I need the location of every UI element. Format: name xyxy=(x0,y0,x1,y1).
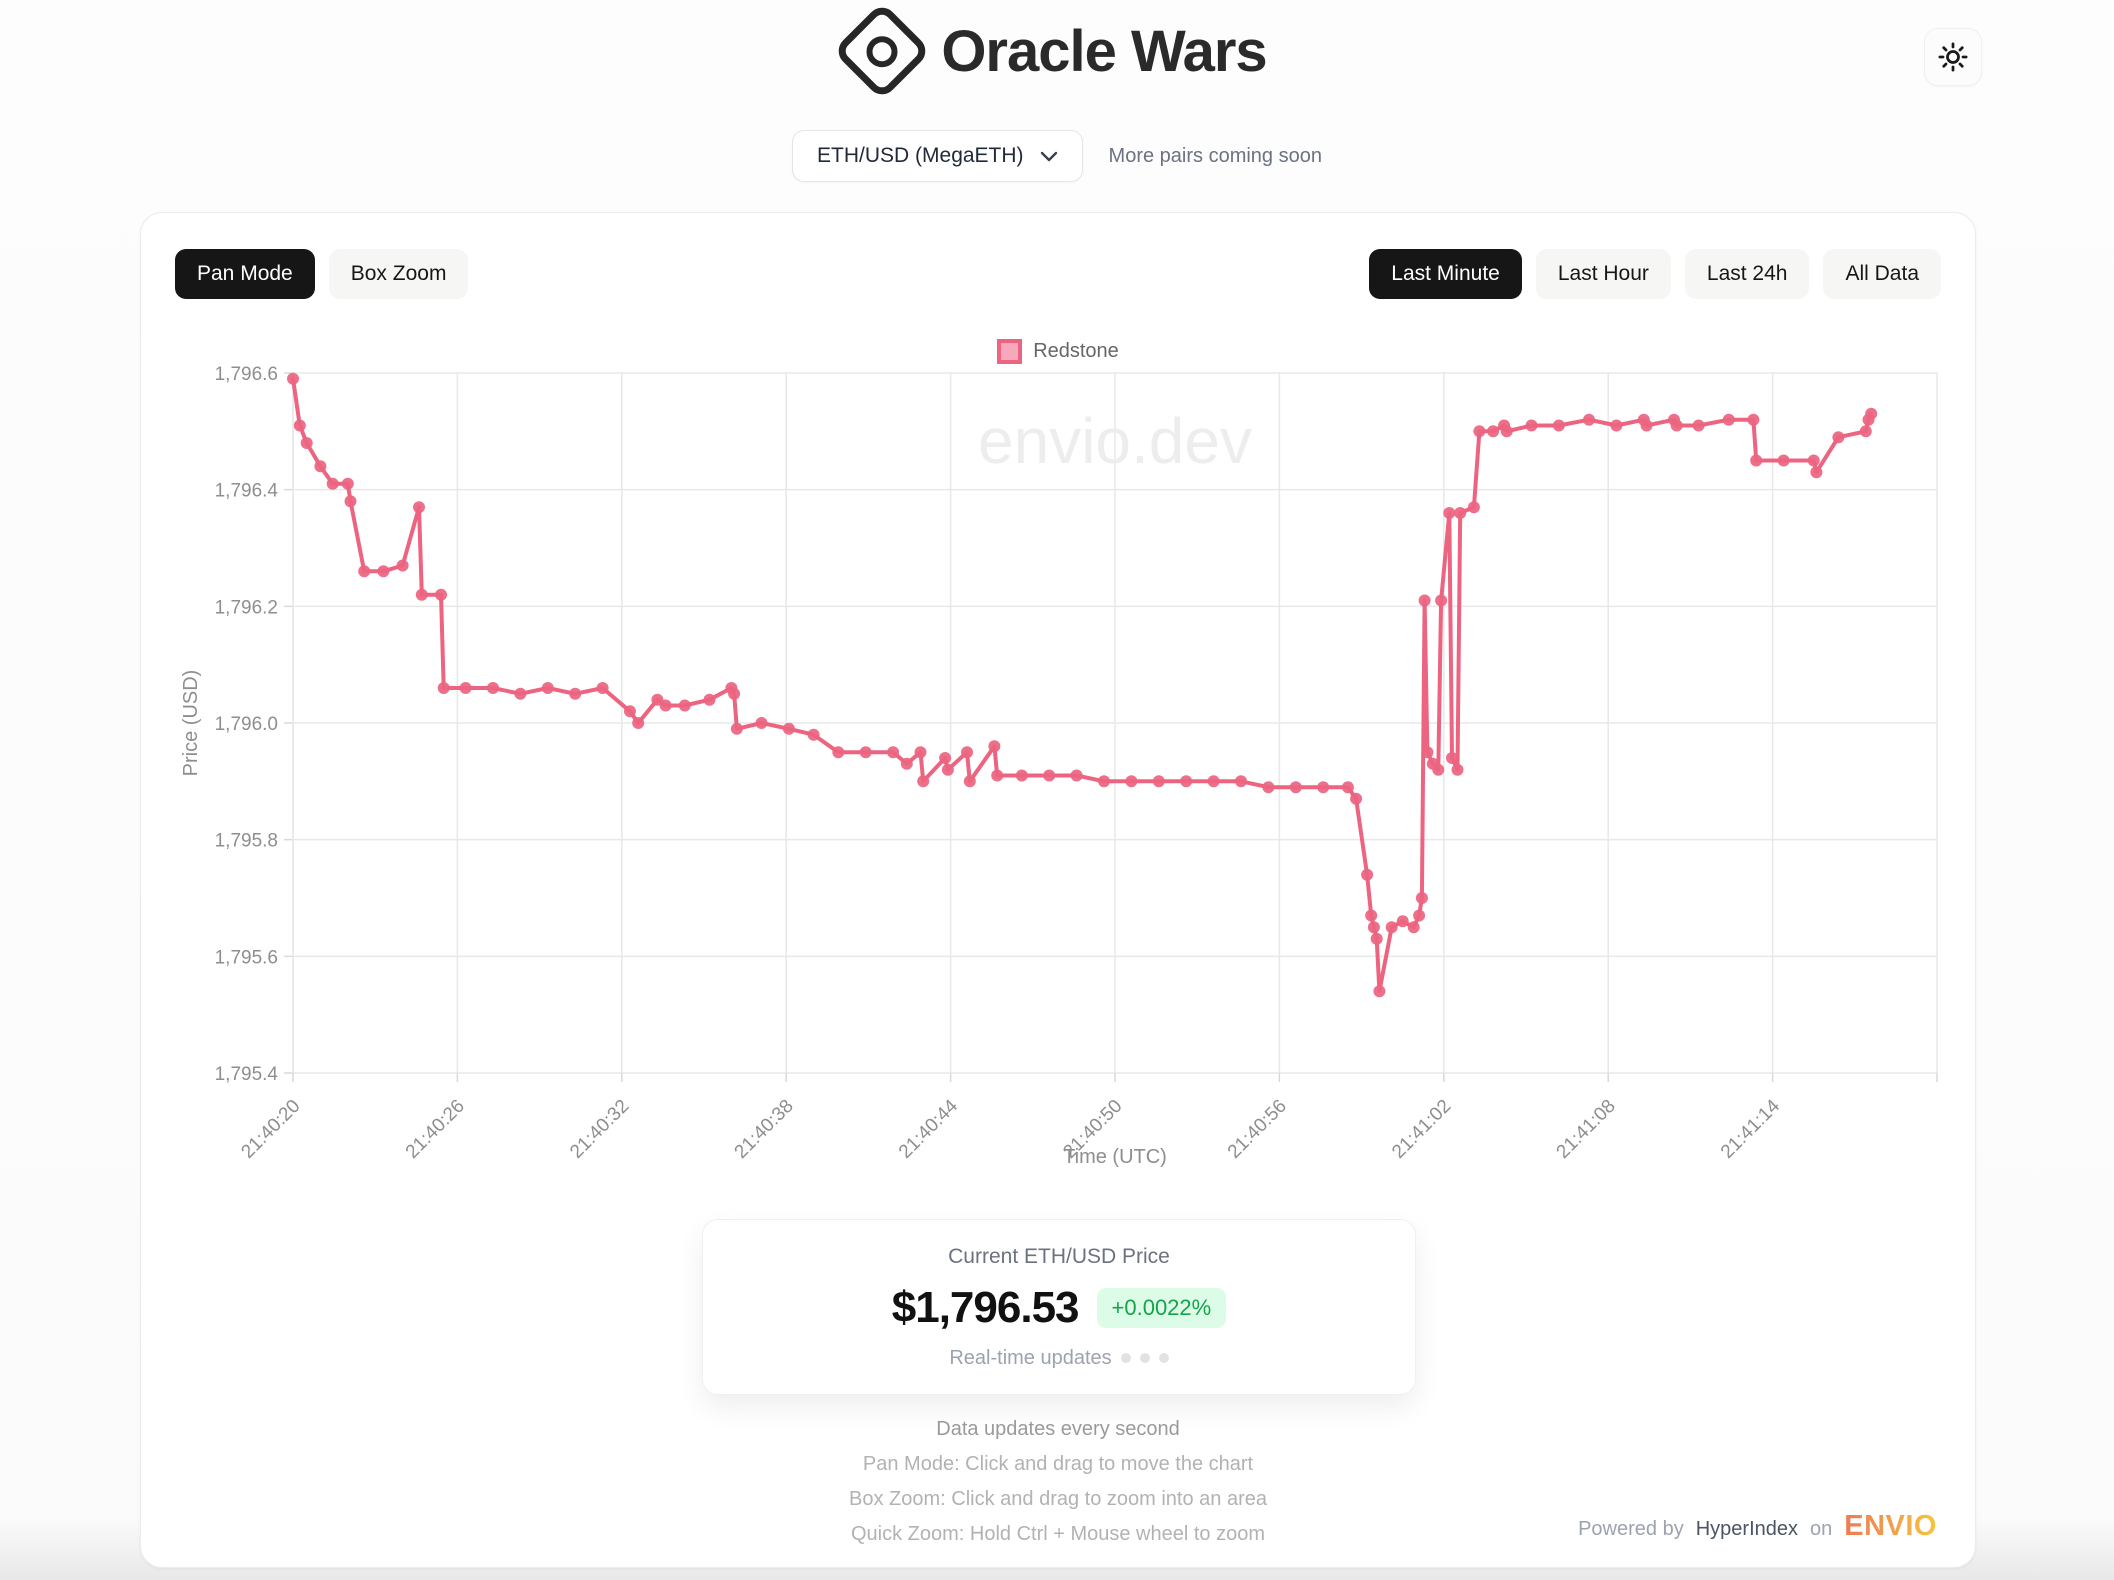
svg-text:1,796.2: 1,796.2 xyxy=(215,597,278,618)
svg-text:1,795.4: 1,795.4 xyxy=(215,1064,279,1085)
powered-by-prefix: Powered by xyxy=(1578,1518,1684,1540)
legend-item-redstone[interactable]: Redstone xyxy=(141,339,1975,364)
footer-line-boxzoom: Box Zoom: Click and drag to zoom into an… xyxy=(849,1488,1267,1510)
svg-text:21:41:02: 21:41:02 xyxy=(1388,1096,1455,1163)
sun-icon xyxy=(1938,42,1968,72)
range-last-minute-button[interactable]: Last Minute xyxy=(1369,249,1522,299)
svg-text:1,795.6: 1,795.6 xyxy=(215,947,278,968)
realtime-status: Real-time updates xyxy=(949,1346,1169,1370)
range-toolbar: Last Minute Last Hour Last 24h All Data xyxy=(1369,249,1941,299)
svg-text:21:41:08: 21:41:08 xyxy=(1553,1096,1620,1163)
price-change-badge: +0.0022% xyxy=(1096,1287,1227,1328)
pair-select-dropdown[interactable]: ETH/USD (MegaETH) xyxy=(792,130,1083,182)
svg-text:1,796.4: 1,796.4 xyxy=(215,481,279,502)
pair-select-value: ETH/USD (MegaETH) xyxy=(817,144,1024,167)
pan-mode-button[interactable]: Pan Mode xyxy=(175,249,315,299)
svg-text:Price (USD): Price (USD) xyxy=(180,670,202,777)
svg-text:1,795.8: 1,795.8 xyxy=(215,831,278,852)
mode-toolbar: Pan Mode Box Zoom xyxy=(175,249,469,299)
powered-by-conj: on xyxy=(1810,1518,1833,1540)
envio-logo[interactable]: ENVIO xyxy=(1844,1510,1937,1542)
hyperindex-link[interactable]: HyperIndex xyxy=(1695,1518,1798,1540)
pulse-dot xyxy=(1139,1353,1150,1363)
svg-text:1,796.0: 1,796.0 xyxy=(215,714,278,735)
chart-area[interactable]: 1,795.4 1,795.6 1,795.8 1,796.0 1,796.2 1,796… xyxy=(153,353,1963,1203)
pair-selector-row: ETH/USD (MegaETH) More pairs coming soon xyxy=(0,130,2114,182)
realtime-label: Real-time updates xyxy=(949,1346,1112,1369)
box-zoom-button[interactable]: Box Zoom xyxy=(328,249,469,299)
price-chart[interactable]: 1,795.4 1,795.6 1,795.8 1,796.0 1,796.2 1,796… xyxy=(153,353,1963,1203)
range-last-24h-button[interactable]: Last 24h xyxy=(1684,249,1810,299)
chevron-down-icon xyxy=(1040,151,1057,162)
price-card-title: Current ETH/USD Price xyxy=(948,1244,1170,1268)
theme-toggle-button[interactable] xyxy=(1924,28,1982,86)
pulse-dot xyxy=(1158,1353,1169,1363)
footer-line-updates: Data updates every second xyxy=(936,1418,1180,1440)
svg-text:21:40:32: 21:40:32 xyxy=(566,1096,633,1163)
legend-swatch xyxy=(997,339,1023,364)
footer-line-pan: Pan Mode: Click and drag to move the cha… xyxy=(862,1453,1254,1475)
svg-text:1,796.6: 1,796.6 xyxy=(215,364,278,385)
svg-text:21:40:44: 21:40:44 xyxy=(895,1095,962,1162)
chart-card: Pan Mode Box Zoom Last Minute Last Hour … xyxy=(140,212,1976,1568)
svg-text:envio.dev: envio.dev xyxy=(978,405,1252,477)
header: Oracle Wars xyxy=(0,1,2114,101)
powered-by: Powered by HyperIndex on ENVIO xyxy=(1578,1510,1937,1543)
current-price-value: $1,796.53 xyxy=(891,1282,1080,1332)
svg-text:21:40:38: 21:40:38 xyxy=(731,1096,798,1163)
svg-text:21:40:26: 21:40:26 xyxy=(402,1096,469,1163)
svg-text:21:40:20: 21:40:20 xyxy=(237,1096,304,1163)
price-row: $1,796.53 +0.0022% xyxy=(891,1282,1227,1333)
footer-help: Data updates every second Pan Mode: Clic… xyxy=(141,1418,1975,1546)
logo-inner-circle-icon xyxy=(866,35,898,67)
range-last-hour-button[interactable]: Last Hour xyxy=(1535,249,1671,299)
more-pairs-note: More pairs coming soon xyxy=(1108,144,1322,167)
svg-text:21:41:14: 21:41:14 xyxy=(1717,1095,1784,1162)
svg-text:Time (UTC): Time (UTC) xyxy=(1063,1146,1167,1168)
legend-label: Redstone xyxy=(1033,340,1119,362)
pulse-dot xyxy=(1120,1353,1131,1363)
footer-line-quickzoom: Quick Zoom: Hold Ctrl + Mouse wheel to z… xyxy=(850,1523,1266,1545)
oracle-wars-logo-icon xyxy=(832,1,932,101)
range-all-data-button[interactable]: All Data xyxy=(1823,249,1941,299)
svg-text:21:40:56: 21:40:56 xyxy=(1224,1096,1291,1163)
current-price-card: Current ETH/USD Price $1,796.53 +0.0022%… xyxy=(702,1219,1416,1395)
page-title: Oracle Wars xyxy=(941,18,1267,84)
